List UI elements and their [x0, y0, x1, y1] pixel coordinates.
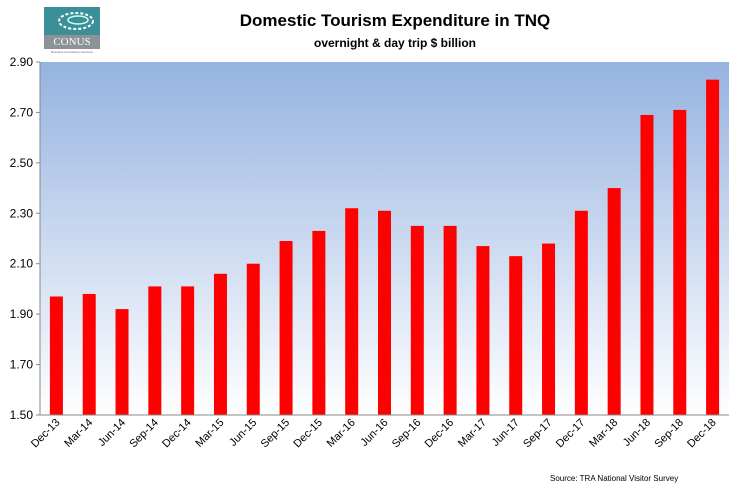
x-tick-label: Jun-14 [96, 417, 128, 449]
y-tick-label: 2.90 [10, 55, 34, 69]
bar-Sep-16 [410, 225, 424, 415]
logo-text: CONUS [44, 35, 100, 49]
bar-Jun-17 [509, 256, 523, 415]
x-tick-label: Mar-14 [62, 417, 95, 450]
bar-Jun-15 [246, 263, 260, 415]
x-tick-label: Sep-18 [652, 417, 686, 451]
x-tick-label: Mar-18 [587, 417, 620, 450]
x-tick-label: Jun-15 [227, 417, 259, 449]
x-tick-label: Sep-16 [390, 417, 424, 451]
bar-Mar-16 [345, 208, 359, 415]
x-tick-label: Dec-17 [554, 417, 588, 451]
y-tick-label: 1.70 [10, 358, 34, 372]
y-tick-label: 2.70 [10, 105, 34, 119]
bar-Dec-16 [443, 225, 457, 415]
chart-subtitle: overnight & day trip $ billion [314, 36, 476, 50]
x-tick-label: Jun-18 [621, 417, 653, 449]
bar-Mar-14 [82, 293, 96, 415]
x-tick-label: Dec-16 [423, 417, 457, 451]
bar-Sep-14 [148, 286, 162, 415]
x-tick-label: Mar-16 [325, 417, 358, 450]
y-tick-label: 2.50 [10, 156, 34, 170]
x-tick-label: Mar-17 [456, 417, 489, 450]
source-note: Source: TRA National Visitor Survey [550, 474, 678, 483]
x-tick-label: Dec-18 [685, 417, 719, 451]
logo-subtext: Business Consultancy Services [51, 50, 93, 54]
x-tick-label: Dec-14 [160, 417, 194, 451]
y-tick-label: 1.90 [10, 307, 34, 321]
x-tick-label: Jun-17 [490, 417, 522, 449]
bar-Dec-18 [706, 79, 720, 416]
bar-Jun-16 [378, 210, 391, 415]
y-tick-label: 2.10 [10, 257, 34, 271]
bar-Dec-13 [49, 296, 63, 415]
chart-title: Domestic Tourism Expenditure in TNQ [240, 11, 550, 30]
bar-Sep-18 [673, 109, 687, 416]
x-tick-label: Dec-15 [291, 417, 325, 451]
x-tick-label: Jun-16 [358, 417, 390, 449]
bar-Mar-15 [213, 273, 227, 415]
bar-Jun-18 [640, 114, 654, 415]
x-tick-label: Mar-15 [193, 417, 226, 450]
y-tick-label: 2.30 [10, 206, 34, 220]
bar-Mar-17 [476, 246, 490, 415]
x-tick-label: Dec-13 [29, 417, 63, 451]
x-tick-label: Sep-15 [259, 417, 293, 451]
y-tick-label: 1.50 [10, 408, 34, 422]
x-tick-label: Sep-14 [127, 417, 161, 451]
conus-logo: CONUS Business Consultancy Services [44, 7, 100, 57]
x-tick-label: Sep-17 [521, 417, 555, 451]
bar-Dec-15 [312, 230, 326, 415]
bar-Jun-14 [115, 309, 129, 415]
bar-Sep-15 [279, 241, 293, 415]
bar-Sep-17 [542, 243, 556, 415]
bar-Dec-17 [574, 210, 588, 415]
bar-Dec-14 [181, 286, 195, 415]
bar-Mar-18 [607, 188, 621, 415]
